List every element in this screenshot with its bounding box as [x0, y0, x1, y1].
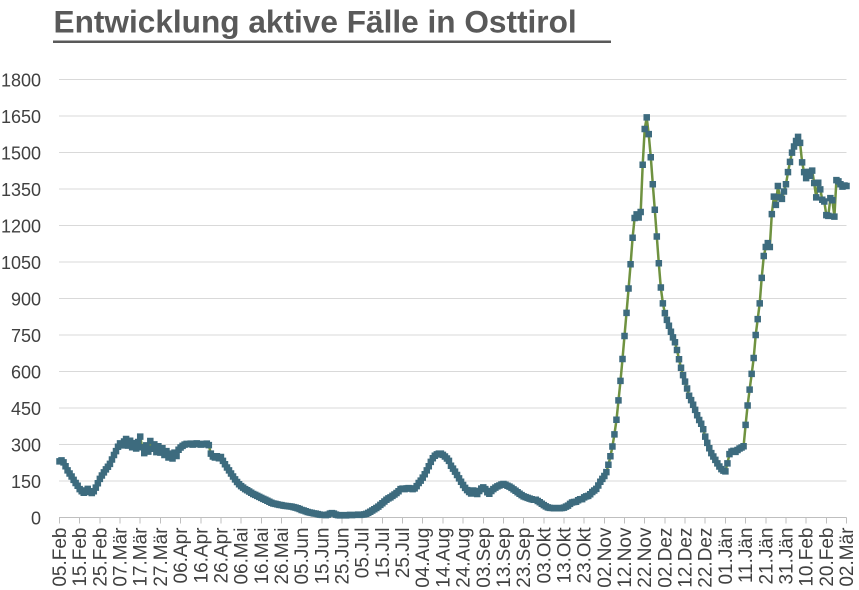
svg-text:03.Sep: 03.Sep — [474, 528, 495, 588]
svg-text:12.Dez: 12.Dez — [676, 528, 697, 588]
svg-text:02.Dez: 02.Dez — [655, 528, 676, 588]
svg-text:16.Apr: 16.Apr — [191, 527, 212, 584]
svg-text:1200: 1200 — [1, 217, 41, 237]
svg-text:Entwicklung aktive Fälle in Os: Entwicklung aktive Fälle in Osttirol — [54, 4, 577, 40]
svg-text:23.Okt: 23.Okt — [575, 527, 596, 584]
svg-text:26.Mai: 26.Mai — [272, 528, 293, 585]
svg-text:900: 900 — [11, 290, 41, 310]
svg-text:20.Feb: 20.Feb — [817, 528, 838, 587]
svg-text:14.Aug: 14.Aug — [433, 528, 454, 588]
svg-text:25.Jun: 25.Jun — [333, 528, 354, 585]
svg-text:21.Jän: 21.Jän — [756, 528, 777, 585]
svg-text:17.Mär: 17.Mär — [131, 527, 152, 587]
svg-text:15.Jul: 15.Jul — [373, 528, 394, 579]
svg-text:300: 300 — [11, 435, 41, 455]
svg-text:02.Nov: 02.Nov — [595, 527, 616, 588]
svg-text:11.Jän: 11.Jän — [736, 528, 757, 584]
svg-text:24.Aug: 24.Aug — [454, 528, 475, 588]
svg-text:10.Feb: 10.Feb — [797, 528, 818, 587]
svg-text:07.Mär: 07.Mär — [111, 527, 132, 587]
svg-text:03.Okt: 03.Okt — [534, 527, 555, 584]
svg-text:25.Jul: 25.Jul — [393, 528, 414, 579]
svg-text:1800: 1800 — [1, 71, 41, 91]
svg-text:600: 600 — [11, 362, 41, 382]
svg-text:13.Sep: 13.Sep — [494, 528, 515, 588]
svg-text:150: 150 — [11, 472, 41, 492]
svg-text:15.Jun: 15.Jun — [312, 528, 333, 585]
svg-text:12.Nov: 12.Nov — [615, 527, 636, 588]
svg-text:16.Mai: 16.Mai — [252, 528, 273, 585]
svg-text:31.Jän: 31.Jän — [777, 528, 798, 585]
svg-text:23.Sep: 23.Sep — [514, 528, 535, 588]
svg-text:01.Jän: 01.Jän — [716, 528, 737, 585]
svg-text:05.Jun: 05.Jun — [292, 528, 313, 585]
svg-text:05.Jul: 05.Jul — [353, 528, 374, 579]
svg-text:06.Apr: 06.Apr — [171, 527, 192, 584]
svg-text:02.Mär: 02.Mär — [837, 527, 858, 587]
svg-text:27.Mär: 27.Mär — [151, 527, 172, 587]
svg-text:05.Feb: 05.Feb — [50, 528, 71, 587]
svg-text:22.Dez: 22.Dez — [696, 528, 717, 588]
svg-text:0: 0 — [31, 508, 41, 528]
svg-text:25.Feb: 25.Feb — [90, 528, 111, 587]
svg-text:26.Apr: 26.Apr — [211, 527, 232, 584]
svg-text:15.Feb: 15.Feb — [70, 528, 91, 587]
svg-text:1500: 1500 — [1, 144, 41, 164]
svg-text:750: 750 — [11, 326, 41, 346]
svg-text:04.Aug: 04.Aug — [413, 528, 434, 588]
svg-text:1350: 1350 — [1, 180, 41, 200]
svg-text:1650: 1650 — [1, 107, 41, 127]
svg-text:06.Mai: 06.Mai — [232, 528, 253, 585]
svg-text:1050: 1050 — [1, 253, 41, 273]
svg-text:13.Okt: 13.Okt — [555, 527, 576, 584]
svg-text:22.Nov: 22.Nov — [635, 527, 656, 588]
svg-text:450: 450 — [11, 399, 41, 419]
